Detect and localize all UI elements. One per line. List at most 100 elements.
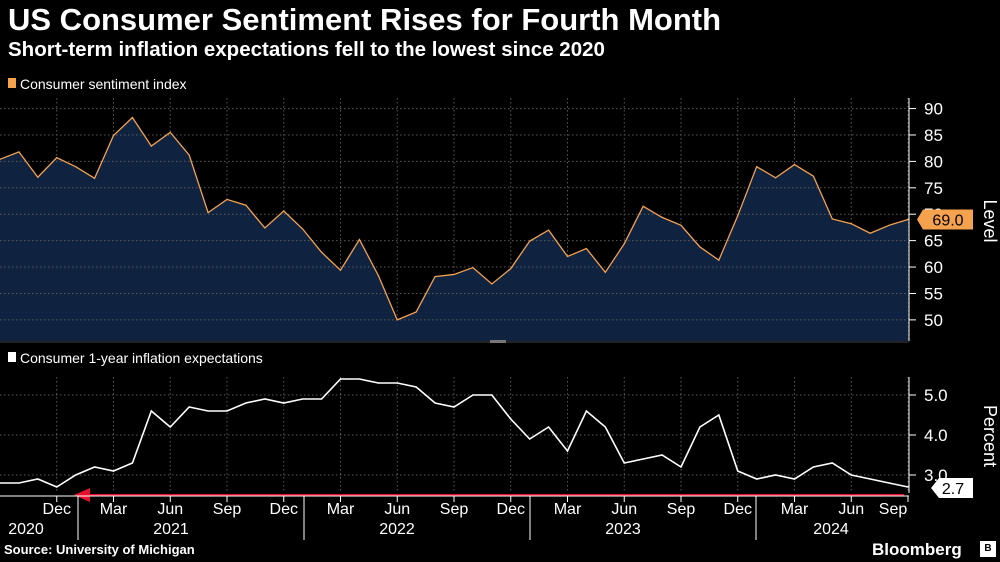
x-tick-label: Sep (213, 501, 242, 518)
sentiment-point (680, 224, 682, 226)
x-tick-label: Jun (838, 501, 864, 518)
sentiment-point (547, 229, 550, 231)
sentiment-point (718, 259, 720, 261)
sentiment-point (207, 212, 209, 214)
x-tick-label: Dec (497, 501, 525, 518)
inflation-point (302, 398, 304, 400)
inflation-point (510, 418, 512, 420)
inflation-point (812, 466, 815, 468)
sentiment-point (812, 175, 815, 177)
sentiment-point (75, 166, 77, 168)
inflation-point (358, 378, 361, 380)
sentiment-point (642, 205, 644, 207)
inflation-point (453, 406, 455, 408)
x-tick-label: Dec (43, 501, 71, 518)
sentiment-point (793, 163, 796, 166)
x-tick-label: Mar (100, 501, 128, 518)
y-tick-label: 5.0 (924, 386, 948, 405)
bloomberg-mark-icon: B (980, 541, 996, 557)
x-year-label: 2020 (8, 521, 44, 538)
bloomberg-logo: Bloomberg (872, 540, 962, 559)
inflation-point (150, 410, 152, 412)
sentiment-point (529, 240, 531, 242)
sentiment-point (264, 227, 266, 229)
inflation-point (566, 450, 569, 452)
inflation-point (320, 398, 323, 400)
legend-swatch (8, 78, 16, 88)
sentiment-point (377, 274, 379, 277)
sentiment-point (585, 247, 588, 250)
inflation-point (75, 474, 77, 476)
source-note: Source: University of Michigan (4, 542, 195, 557)
last-value-label: 2.7 (942, 481, 964, 498)
sentiment-point (302, 228, 304, 230)
annotation-arrowhead (74, 488, 90, 502)
x-tick-label: Sep (440, 501, 469, 518)
inflation-point (529, 438, 531, 440)
inflation-point (377, 382, 379, 384)
x-tick-label: Mar (781, 501, 809, 518)
sentiment-point (623, 243, 625, 245)
sentiment-point (131, 116, 134, 119)
x-tick-label: Dec (724, 501, 752, 518)
inflation-point (491, 394, 493, 396)
sentiment-point (18, 151, 20, 153)
sentiment-point (453, 273, 455, 276)
sentiment-point (150, 145, 152, 147)
inflation-point (756, 478, 758, 480)
sentiment-point (699, 246, 701, 248)
sentiment-point (491, 283, 493, 285)
last-value-label: 69.0 (932, 213, 963, 230)
y-tick-label: 85 (924, 126, 943, 145)
inflation-point (831, 462, 833, 464)
legend-label: Consumer sentiment index (20, 76, 187, 92)
inflation-point (623, 462, 625, 464)
inflation-point (680, 466, 682, 468)
sentiment-point (320, 251, 323, 253)
chart-subtitle: Short-term inflation expectations fell t… (8, 38, 605, 61)
y-tick-label: 50 (924, 311, 943, 330)
inflation-point (547, 426, 550, 428)
sentiment-point (226, 198, 228, 201)
inflation-point (793, 478, 796, 480)
inflation-point (188, 406, 190, 408)
sentiment-point (831, 218, 833, 220)
x-year-label: 2021 (153, 521, 189, 538)
inflation-point (850, 474, 852, 476)
inflation-point (699, 426, 701, 428)
sentiment-point (850, 223, 852, 225)
x-year-label: 2024 (813, 521, 849, 538)
sentiment-point (112, 134, 115, 137)
sentiment-point (188, 154, 190, 156)
sentiment-point (93, 177, 96, 179)
sentiment-point (56, 157, 58, 159)
x-tick-label: Mar (327, 501, 355, 518)
y-tick-label: 75 (924, 179, 943, 198)
last-value-badge (917, 209, 973, 230)
y-axis-title: Percent (980, 405, 1000, 467)
inflation-point (907, 486, 909, 488)
sentiment-point (472, 266, 474, 269)
y-tick-label: 60 (924, 258, 943, 277)
sentiment-point (358, 238, 361, 241)
last-value-badge (931, 478, 973, 498)
inflation-point (0, 482, 1, 484)
legend-swatch (8, 352, 16, 362)
y-axis-title: Level (980, 199, 1000, 242)
sentiment-point (510, 268, 512, 270)
sentiment-point (415, 311, 417, 313)
sentiment-point (774, 177, 777, 179)
sentiment-point (339, 269, 342, 271)
panel-resize-handle (490, 340, 506, 343)
inflation-point (37, 478, 39, 480)
inflation-point (93, 466, 96, 468)
inflation-point (472, 394, 474, 396)
inflation-point (869, 478, 871, 480)
inflation-point (264, 398, 266, 400)
inflation-point (339, 378, 342, 380)
sentiment-point (907, 218, 909, 221)
sentiment-point (604, 271, 606, 273)
sentiment-point (737, 215, 739, 217)
inflation-point (396, 382, 398, 384)
